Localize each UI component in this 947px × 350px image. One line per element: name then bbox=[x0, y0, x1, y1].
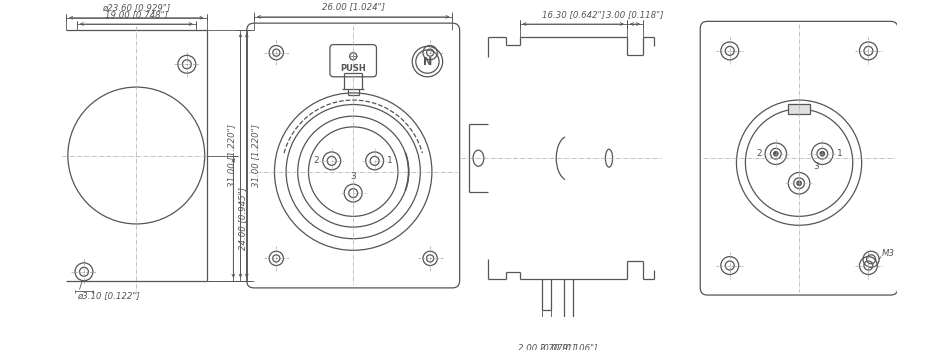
Circle shape bbox=[774, 152, 778, 156]
Text: 16.30 [0.642"]: 16.30 [0.642"] bbox=[542, 10, 605, 19]
Text: 3: 3 bbox=[813, 162, 819, 171]
Text: 1: 1 bbox=[387, 156, 393, 166]
Text: 1: 1 bbox=[836, 149, 843, 158]
Text: PUSH: PUSH bbox=[340, 64, 366, 73]
Text: 2.70 [0.106"]: 2.70 [0.106"] bbox=[540, 343, 598, 350]
Text: 3: 3 bbox=[350, 172, 356, 181]
Circle shape bbox=[796, 181, 801, 186]
Text: ø3.10 [0.122"]: ø3.10 [0.122"] bbox=[77, 292, 139, 300]
Text: 2: 2 bbox=[756, 149, 761, 158]
Text: 2: 2 bbox=[313, 156, 319, 166]
Text: 31.00 [1.220"]: 31.00 [1.220"] bbox=[251, 124, 260, 187]
Text: 24.00 [0.945"]: 24.00 [0.945"] bbox=[238, 187, 247, 250]
Bar bbox=[788, 104, 810, 114]
Text: M3: M3 bbox=[882, 249, 895, 258]
Text: 19.00 [0.748"]: 19.00 [0.748"] bbox=[105, 10, 168, 19]
Text: 31.00 [1.220"]: 31.00 [1.220"] bbox=[227, 124, 236, 187]
Text: 26.00 [1.024"]: 26.00 [1.024"] bbox=[322, 2, 384, 12]
Circle shape bbox=[820, 152, 825, 156]
Text: ø23.60 [0.929"]: ø23.60 [0.929"] bbox=[102, 4, 170, 12]
Text: N: N bbox=[422, 57, 432, 66]
Text: 3.00 [0.118"]: 3.00 [0.118"] bbox=[606, 10, 664, 19]
Text: 2.00 [0.079"]: 2.00 [0.079"] bbox=[518, 343, 575, 350]
